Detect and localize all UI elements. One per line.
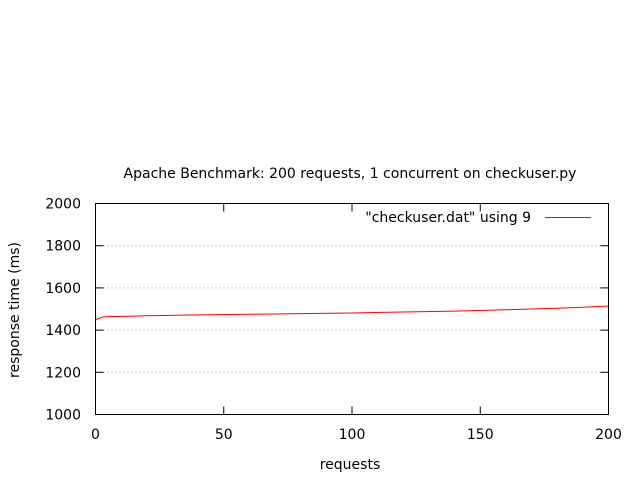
y-tick-label: 2000	[45, 197, 81, 213]
x-tick-label: 50	[215, 427, 233, 443]
x-tick-label: 100	[339, 427, 366, 443]
x-axis-label: requests	[320, 457, 381, 473]
y-tick-label: 1400	[45, 323, 81, 339]
x-tick-label: 0	[91, 427, 100, 443]
x-axis: 0 50 100 150 200	[91, 203, 622, 443]
y-axis: 1000 1200 1400 1600 1800 2000	[45, 197, 609, 424]
x-tick-label: 150	[467, 427, 494, 443]
grid-lines	[95, 245, 609, 373]
series-line-0	[95, 305, 609, 321]
y-tick-label: 1800	[45, 239, 81, 255]
y-tick-label: 1000	[45, 408, 81, 424]
series-layer	[95, 305, 609, 321]
chart-title: Apache Benchmark: 200 requests, 1 concur…	[124, 166, 577, 182]
y-axis-label: response time (ms)	[7, 242, 23, 378]
legend-label-0: "checkuser.dat" using 9	[365, 210, 531, 226]
y-tick-label: 1600	[45, 281, 81, 297]
x-tick-label: 200	[595, 427, 622, 443]
plot-frame	[95, 203, 609, 415]
y-tick-label: 1200	[45, 365, 81, 381]
legend: "checkuser.dat" using 9	[365, 210, 591, 226]
